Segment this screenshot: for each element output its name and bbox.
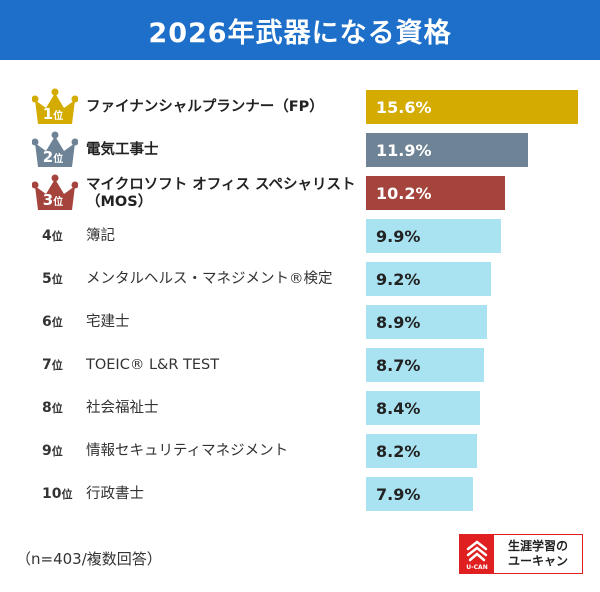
chart-row: 5位 メンタルヘルス・マネジメント®検定 9.2%: [0, 258, 600, 301]
chart-row: 2位 電気工事士 11.9%: [0, 129, 600, 172]
bar: 8.4%: [366, 391, 480, 425]
ranking-chart: 1位 ファイナンシャルプランナー（FP） 15.6% 2位 電気工事士 11.9% 3位 マイ…: [0, 86, 600, 516]
data-label: 9.2%: [376, 269, 421, 289]
bar: 9.9%: [366, 219, 501, 253]
rank-label: 2位: [30, 129, 80, 172]
rank-number: 4位: [42, 228, 63, 244]
category-label: メンタルヘルス・マネジメント®検定: [86, 271, 333, 287]
bar: 11.9%: [366, 133, 528, 167]
bar: 8.7%: [366, 348, 484, 382]
ucan-logo-mark: U-CAN: [460, 535, 494, 573]
rank-number: 5位: [42, 271, 63, 287]
ucan-logo: U-CAN 生涯学習の ユーキャン: [459, 534, 583, 574]
rank-label: 8位: [30, 387, 80, 430]
category-label: ファイナンシャルプランナー（FP）: [86, 99, 324, 115]
bar: 9.2%: [366, 262, 491, 296]
chart-row: 8位 社会福祉士 8.4%: [0, 387, 600, 430]
data-label: 9.9%: [376, 226, 421, 246]
category-label: 情報セキュリティマネジメント: [86, 443, 289, 459]
chart-row: 6位 宅建士 8.9%: [0, 301, 600, 344]
category-label: TOEIC® L&R TEST: [86, 357, 220, 373]
ucan-logo-icon: [466, 540, 488, 562]
chart-row: 10位 行政書士 7.9%: [0, 473, 600, 516]
rank-number: 6位: [42, 314, 63, 330]
bar: 10.2%: [366, 176, 505, 210]
data-label: 8.7%: [376, 355, 421, 375]
rank-label: 3位: [30, 172, 80, 215]
ucan-logo-line2: ユーキャン: [507, 554, 568, 568]
ucan-logo-line1: 生涯学習の: [507, 539, 568, 553]
chart-row: 4位 簿記 9.9%: [0, 215, 600, 258]
rank-label: 1位: [30, 86, 80, 129]
category-label: 社会福祉士: [86, 400, 159, 416]
data-label: 8.2%: [376, 441, 421, 461]
crown-icon: [32, 88, 78, 124]
chart-row: 1位 ファイナンシャルプランナー（FP） 15.6%: [0, 86, 600, 129]
chart-row: 7位 TOEIC® L&R TEST 8.7%: [0, 344, 600, 387]
bar: 7.9%: [366, 477, 473, 511]
crown-icon: [32, 174, 78, 210]
data-label: 10.2%: [376, 183, 432, 203]
ucan-logo-small: U-CAN: [466, 564, 488, 571]
category-label: マイクロソフト オフィス スペシャリスト（MOS）: [86, 176, 356, 210]
data-label: 15.6%: [376, 97, 432, 117]
bar: 8.9%: [366, 305, 487, 339]
category-label: 電気工事士: [86, 142, 159, 158]
rank-label: 4位: [30, 215, 80, 258]
data-label: 8.4%: [376, 398, 421, 418]
rank-label: 7位: [30, 344, 80, 387]
header-banner: 2026年武器になる資格: [0, 0, 600, 60]
rank-label: 5位: [30, 258, 80, 301]
chart-row: 3位 マイクロソフト オフィス スペシャリスト（MOS） 10.2%: [0, 172, 600, 215]
rank-number: 9位: [42, 443, 63, 459]
ucan-logo-text: 生涯学習の ユーキャン: [494, 535, 582, 573]
rank-number: 7位: [42, 357, 63, 373]
rank-number: 2位: [42, 148, 64, 166]
crown-icon: [32, 131, 78, 167]
rank-number: 1位: [42, 105, 64, 123]
bar: 8.2%: [366, 434, 477, 468]
bar: 15.6%: [366, 90, 578, 124]
rank-label: 6位: [30, 301, 80, 344]
rank-number: 10位: [42, 486, 73, 502]
data-label: 11.9%: [376, 140, 432, 160]
category-label: 行政書士: [86, 486, 144, 502]
rank-label: 9位: [30, 430, 80, 473]
rank-number: 3位: [42, 191, 64, 209]
chart-row: 9位 情報セキュリティマネジメント 8.2%: [0, 430, 600, 473]
category-label: 簿記: [86, 228, 115, 244]
data-label: 7.9%: [376, 484, 421, 504]
category-label: 宅建士: [86, 314, 130, 330]
rank-label: 10位: [30, 473, 80, 516]
data-label: 8.9%: [376, 312, 421, 332]
rank-number: 8位: [42, 400, 63, 416]
sample-note: （n=403/複数回答）: [16, 550, 162, 568]
chart-title: 2026年武器になる資格: [148, 17, 452, 49]
